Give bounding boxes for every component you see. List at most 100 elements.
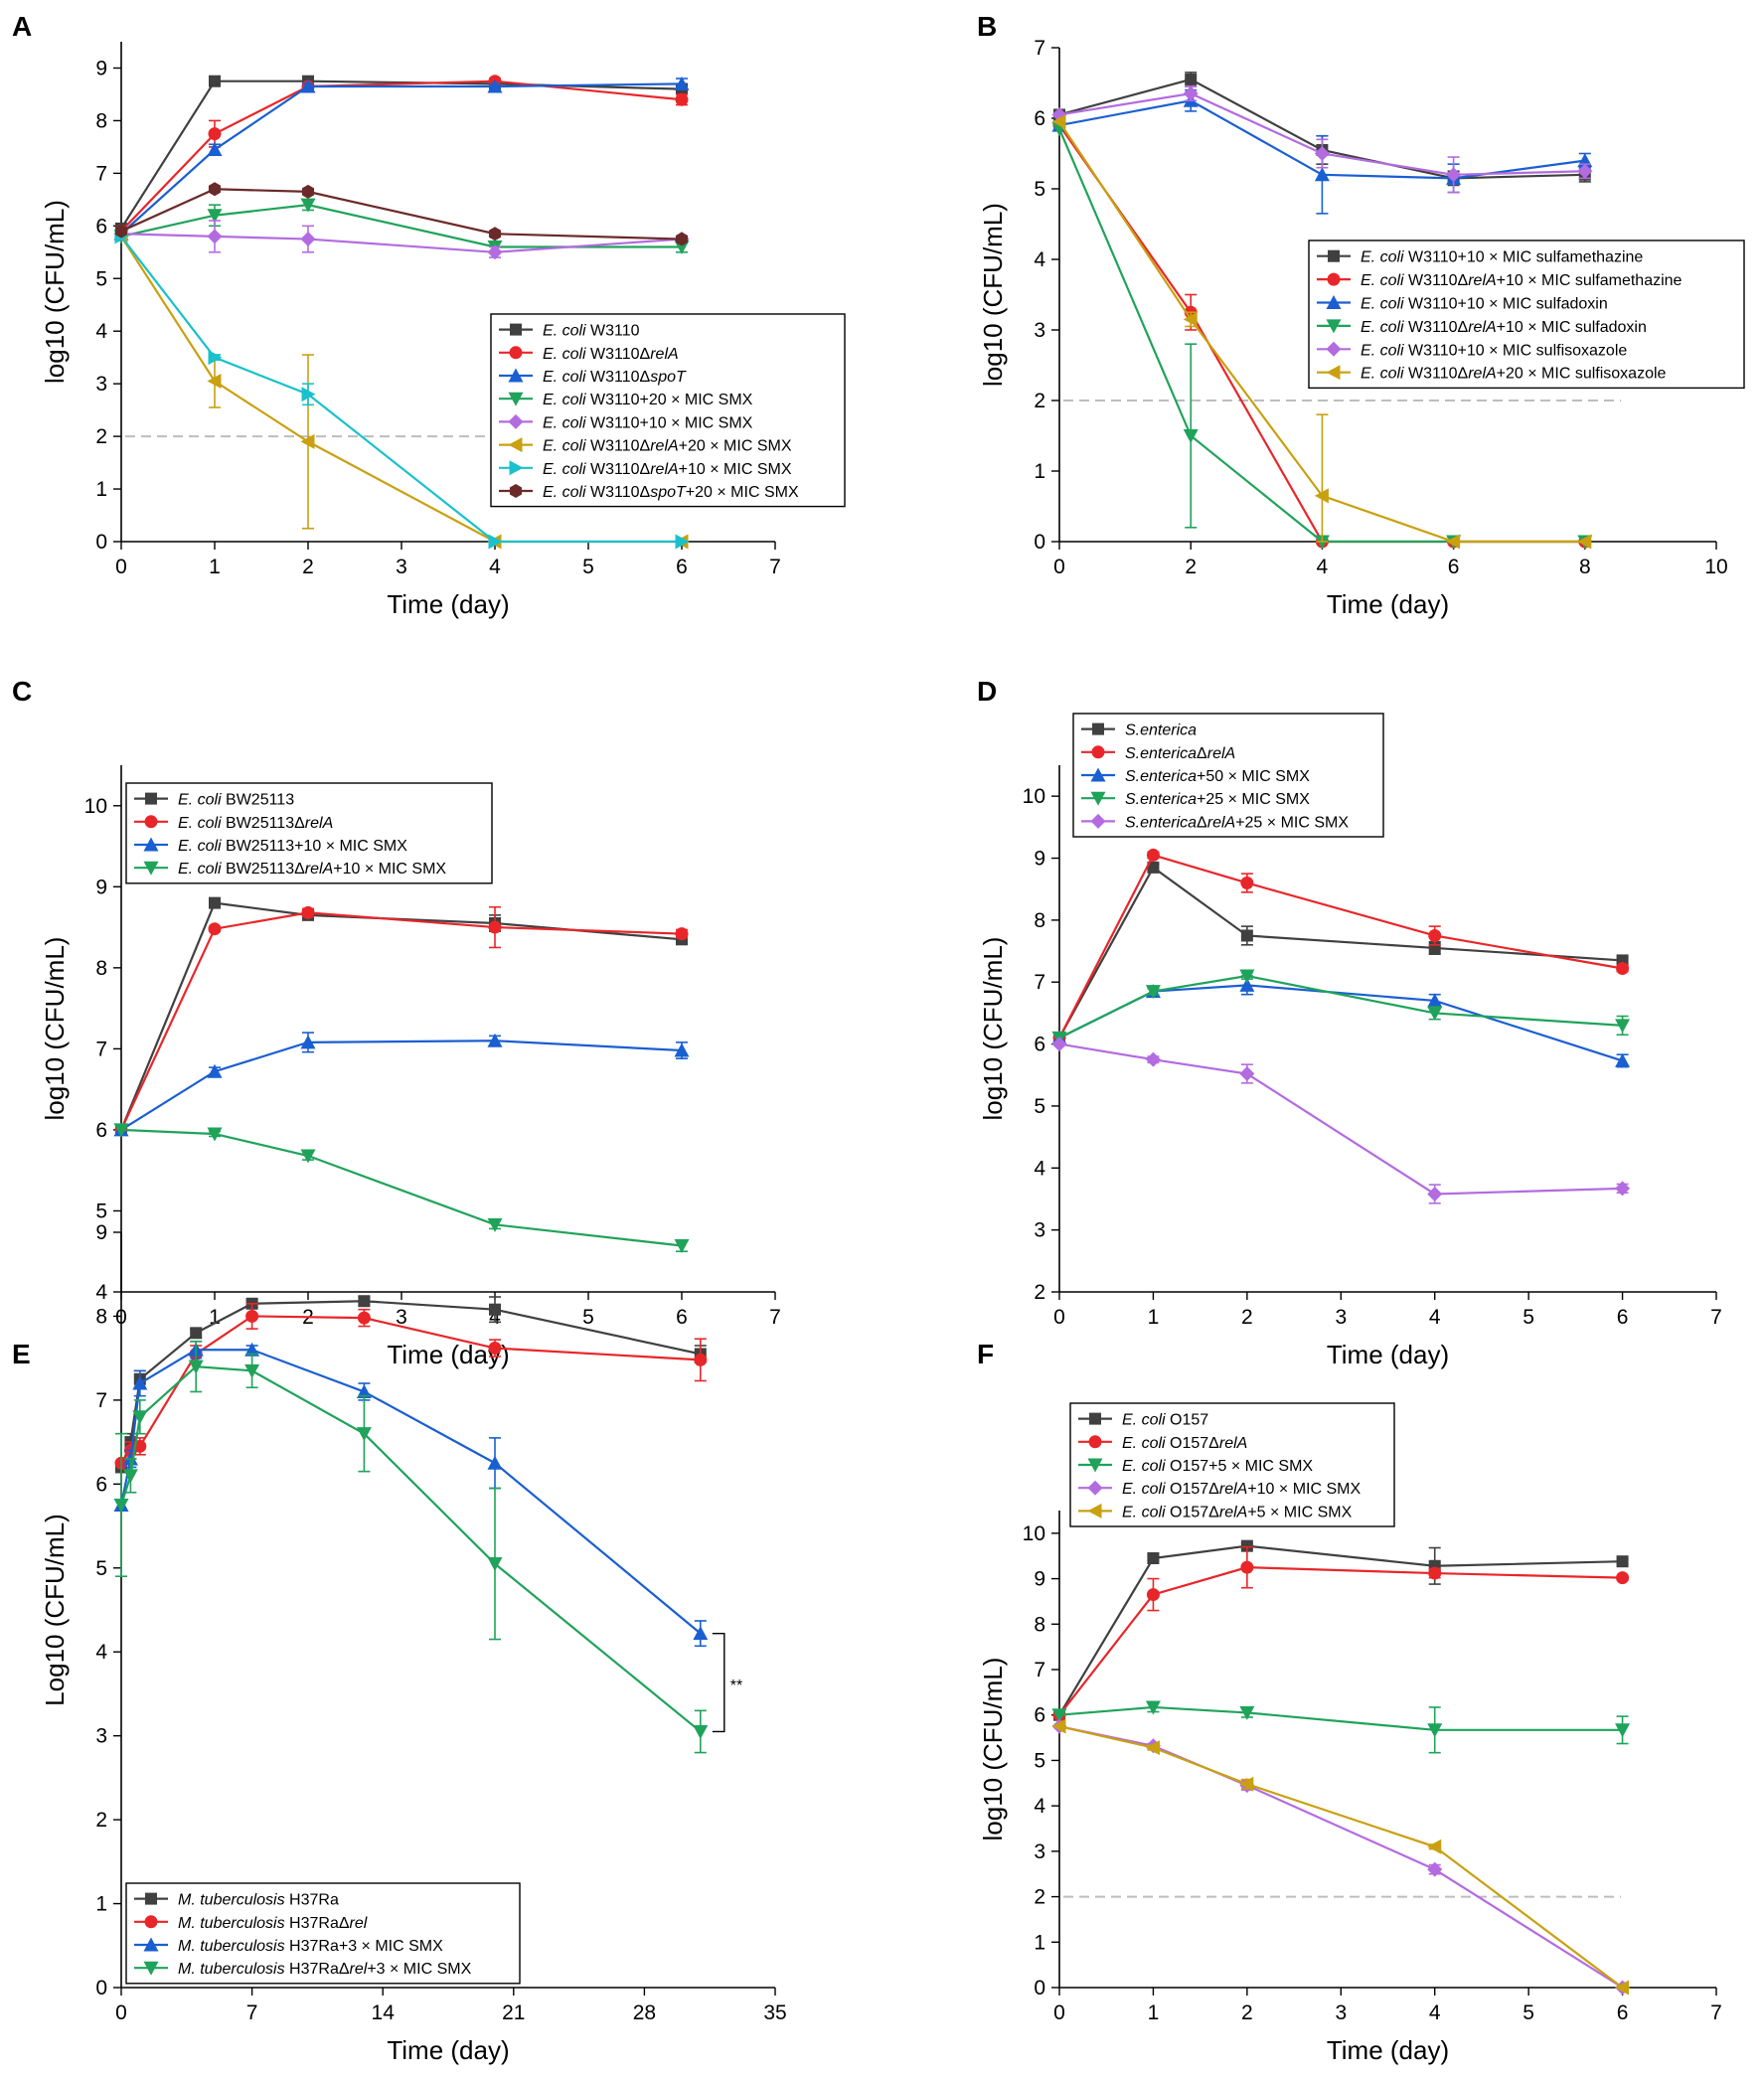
data-point bbox=[1239, 1705, 1255, 1720]
legend-label: E. coli O157ΔrelA bbox=[1122, 1435, 1247, 1452]
y-tick-label: 7 bbox=[95, 1038, 107, 1060]
y-tick-label: 2 bbox=[95, 1809, 107, 1832]
y-tick-label: 7 bbox=[95, 1389, 107, 1412]
legend-label: E. coli W3110+10 × MIC SMX bbox=[543, 414, 753, 431]
data-point bbox=[1615, 1052, 1631, 1067]
series-line bbox=[119, 1300, 702, 1468]
legend-label: E. coli BW25113 bbox=[178, 792, 294, 809]
data-point bbox=[1615, 1019, 1631, 1034]
y-tick-label: 8 bbox=[1034, 909, 1045, 932]
legend-label: E. coli W3110ΔspoT+20 × MIC SMX bbox=[543, 484, 799, 501]
legend: E. coli W3110+10 × MIC sulfamethazine E. … bbox=[1308, 240, 1745, 390]
legend: M. tuberculosis H37Ra M. tuberculosis H37… bbox=[125, 1882, 521, 1985]
data-point bbox=[1239, 1066, 1255, 1082]
y-tick-label: 6 bbox=[1034, 107, 1045, 130]
significance-label: ** bbox=[730, 1678, 742, 1694]
legend-marker bbox=[1328, 249, 1340, 262]
significance-bracket bbox=[712, 1632, 725, 1733]
data-point bbox=[675, 232, 689, 246]
y-tick-label: 0 bbox=[1034, 1977, 1045, 1999]
legend-marker bbox=[1089, 1412, 1101, 1425]
y-tick-label: 5 bbox=[1034, 1749, 1045, 1772]
series-m-tuberculosis-h37ra-3-mic-smx bbox=[113, 1340, 709, 1648]
data-point bbox=[300, 232, 316, 247]
data-point bbox=[1146, 848, 1160, 862]
data-point bbox=[1615, 1980, 1630, 1996]
data-point bbox=[1428, 1566, 1442, 1580]
data-point bbox=[487, 244, 503, 260]
legend-marker bbox=[509, 484, 523, 498]
data-point bbox=[1616, 962, 1630, 976]
y-tick-label: 5 bbox=[95, 267, 107, 290]
data-point bbox=[356, 1383, 372, 1398]
panel-b: B 0 2 4 6 8 10 0 1 2 3 4 5 6 7 Time (day) log10 (CFU/mL)… bbox=[977, 11, 1745, 619]
legend-label: M. tuberculosis H37RaΔrel bbox=[178, 1915, 368, 1932]
data-point bbox=[674, 1042, 690, 1057]
legend-label: S.enterica+25 × MIC SMX bbox=[1125, 791, 1310, 808]
y-axis-title: log10 (CFU/mL) bbox=[978, 203, 1008, 387]
y-tick-label: 9 bbox=[95, 876, 107, 898]
y-tick-label: 7 bbox=[1034, 971, 1045, 994]
data-point bbox=[487, 79, 503, 93]
series-line bbox=[119, 1364, 702, 1733]
y-tick-label: 10 bbox=[84, 795, 107, 818]
legend-label: S.enterica+50 × MIC SMX bbox=[1125, 768, 1310, 785]
x-tick-label: 1 bbox=[209, 556, 221, 578]
data-point bbox=[1427, 1723, 1443, 1738]
x-tick-label: 7 bbox=[1710, 2001, 1722, 2024]
data-point bbox=[694, 1353, 708, 1366]
data-point bbox=[1147, 1552, 1160, 1564]
legend: S.enterica S.entericaΔrelA S.enterica+50 ×… bbox=[1072, 713, 1384, 838]
legend: E. coli BW25113 E. coli BW25113ΔrelA E. co… bbox=[125, 782, 493, 884]
data-point bbox=[1427, 1861, 1443, 1877]
panel-letter: B bbox=[977, 11, 997, 42]
legend-marker bbox=[1326, 295, 1342, 309]
data-point bbox=[674, 240, 690, 254]
data-point bbox=[1051, 1718, 1066, 1734]
data-point bbox=[1145, 1700, 1161, 1715]
y-tick-label: 3 bbox=[1034, 1219, 1045, 1242]
x-tick-label: 8 bbox=[1579, 556, 1591, 578]
legend-marker bbox=[144, 815, 158, 829]
y-tick-label: 1 bbox=[1034, 1931, 1045, 1954]
data-point bbox=[1615, 1181, 1631, 1197]
data-point bbox=[208, 350, 223, 366]
y-tick-label: 5 bbox=[95, 1199, 107, 1222]
x-tick-label: 6 bbox=[1617, 2001, 1629, 2024]
legend-marker bbox=[144, 1915, 158, 1929]
y-tick-label: 8 bbox=[95, 1305, 107, 1328]
x-tick-label: 4 bbox=[1317, 556, 1329, 578]
y-tick-label: 7 bbox=[95, 162, 107, 185]
data-point bbox=[301, 184, 315, 199]
legend-label: E. coli W3110ΔspoT bbox=[543, 369, 687, 386]
data-point bbox=[488, 920, 502, 934]
y-axis-title: Log10 (CFU/mL) bbox=[40, 1514, 70, 1706]
legend-label: E. coli W3110ΔrelA+10 × MIC SMX bbox=[543, 461, 792, 478]
x-tick-label: 7 bbox=[769, 1306, 781, 1329]
y-tick-label: 3 bbox=[1034, 319, 1045, 342]
data-point bbox=[244, 1342, 260, 1357]
panel-c: C0123456745678910Time (day)log10 (CFU/mL… bbox=[12, 676, 781, 1369]
data-point bbox=[674, 76, 690, 90]
legend-marker bbox=[508, 392, 524, 406]
x-tick-label: 3 bbox=[1335, 2001, 1347, 2024]
data-point bbox=[488, 534, 503, 550]
y-tick-label: 6 bbox=[1034, 1034, 1045, 1056]
y-axis-title: log10 (CFU/mL) bbox=[40, 937, 70, 1121]
data-point bbox=[1446, 167, 1462, 183]
panel-letter: E bbox=[12, 1339, 31, 1369]
data-point bbox=[675, 534, 690, 550]
data-point bbox=[1428, 928, 1442, 942]
data-point bbox=[358, 1295, 371, 1308]
legend-label: E. coli W3110 bbox=[543, 323, 640, 340]
y-tick-label: 8 bbox=[95, 109, 107, 132]
y-tick-label: 5 bbox=[95, 1557, 107, 1580]
data-point bbox=[488, 227, 502, 241]
y-tick-label: 9 bbox=[1034, 1568, 1045, 1591]
y-axis-title: log10 (CFU/mL) bbox=[40, 200, 70, 384]
y-tick-label: 2 bbox=[1034, 1281, 1045, 1304]
y-tick-label: 7 bbox=[1034, 37, 1045, 60]
data-point bbox=[1314, 146, 1330, 161]
legend-marker bbox=[1090, 767, 1106, 782]
legend-marker bbox=[509, 460, 524, 476]
